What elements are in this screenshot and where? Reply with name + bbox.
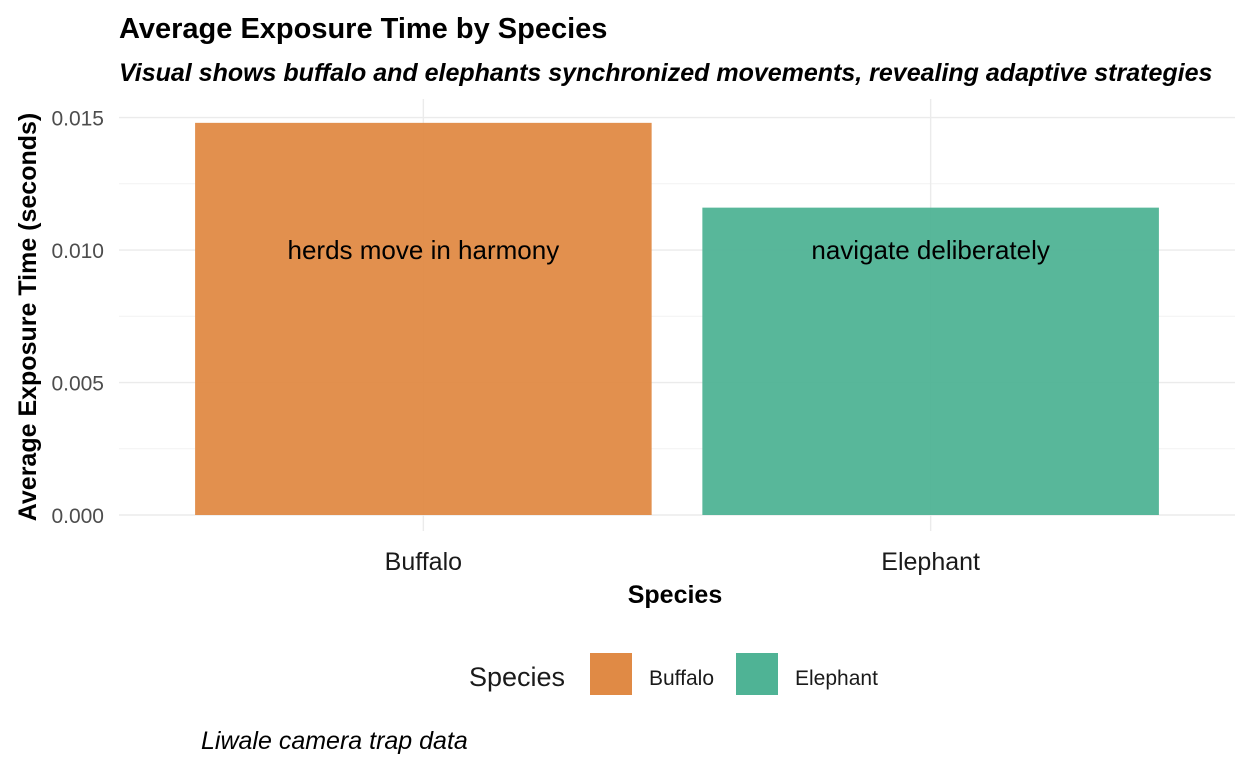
y-tick-label: 0.005: [51, 373, 104, 396]
y-tick-label: 0.000: [51, 505, 104, 528]
y-axis-title: Average Exposure Time (seconds): [14, 113, 42, 521]
bars: [195, 122, 1159, 515]
caption: Liwale camera trap data: [201, 727, 468, 755]
bar-elephant: [702, 207, 1159, 515]
legend-key-elephant: [736, 653, 778, 695]
legend-title: Species: [469, 662, 565, 692]
legend-label-buffalo: Buffalo: [649, 667, 714, 690]
x-tick-label-buffalo: Buffalo: [385, 548, 462, 576]
y-tick-label: 0.010: [51, 240, 104, 263]
bar-annotation-buffalo: herds move in harmony: [288, 235, 560, 265]
x-tick-label-elephant: Elephant: [881, 548, 980, 576]
legend: Species Buffalo Elephant: [469, 653, 878, 695]
x-tick-labels: Buffalo Elephant: [385, 548, 980, 576]
legend-label-elephant: Elephant: [795, 667, 878, 690]
y-tick-labels: 0.000 0.005 0.010 0.015: [51, 108, 104, 528]
chart-title: Average Exposure Time by Species: [119, 13, 607, 45]
bar-buffalo: [195, 122, 652, 515]
bar-annotation-elephant: navigate deliberately: [811, 235, 1050, 265]
x-axis-title: Species: [628, 581, 723, 609]
chart-subtitle: Visual shows buffalo and elephants synch…: [119, 59, 1212, 87]
y-tick-label: 0.015: [51, 108, 104, 131]
legend-key-buffalo: [590, 653, 632, 695]
bar-annotations: herds move in harmony navigate deliberate…: [288, 235, 1050, 265]
